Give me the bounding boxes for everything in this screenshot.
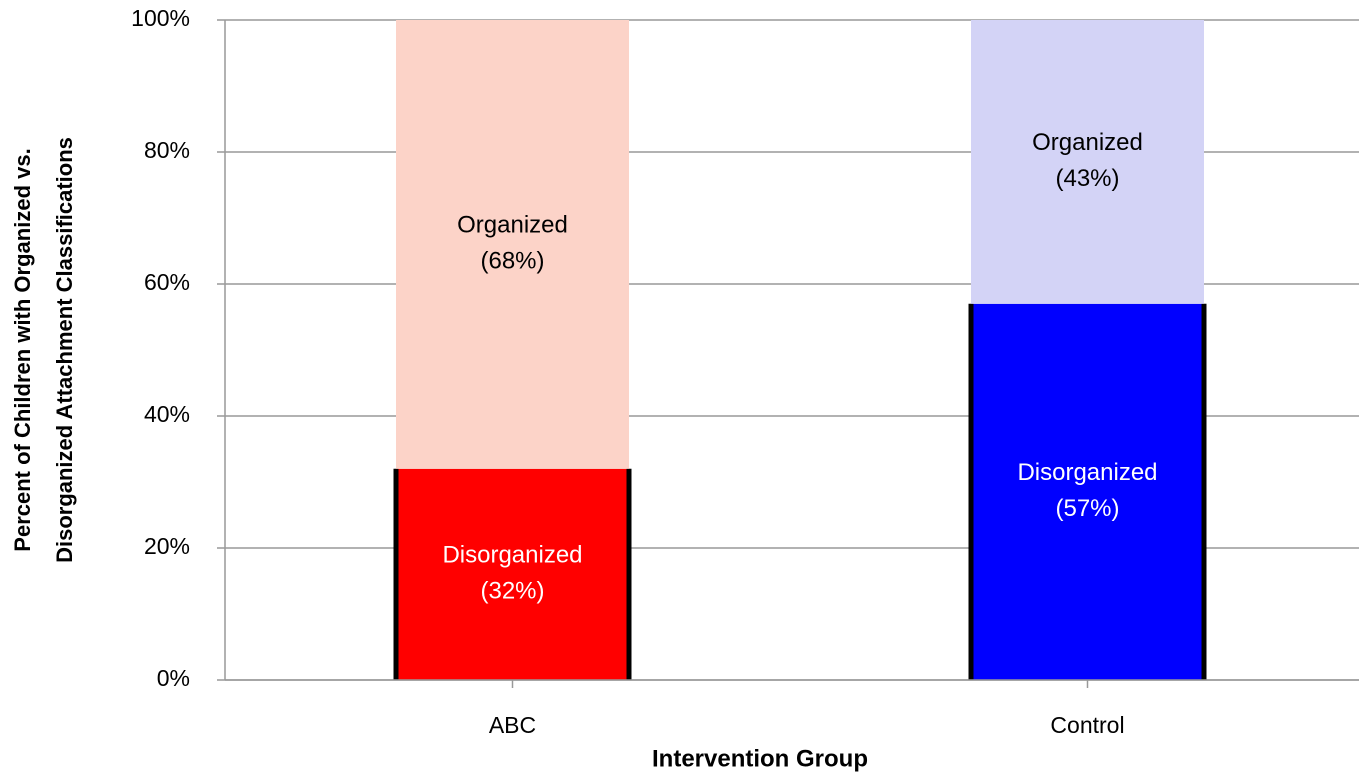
y-tick-label: 20% [144,533,190,559]
x-axis-label: Intervention Group [652,745,868,772]
y-tick-label: 60% [144,269,190,295]
x-tick-label: Control [1050,712,1124,738]
y-tick-label: 40% [144,401,190,427]
segment-name: Organized [1032,129,1143,156]
bar-segment [396,468,629,680]
y-axis-label: Disorganized Attachment Classifications [52,137,77,563]
data-label: (32%) [480,578,544,605]
segment-name: Disorganized [442,542,582,569]
bar-segment [396,20,629,469]
data-label: (68%) [480,248,544,275]
y-tick-label: 80% [144,137,190,163]
bar-segment [971,303,1204,680]
y-tick-label: 100% [131,5,190,31]
bar-segment [971,20,1204,304]
segment-name: Organized [457,212,568,239]
data-label: (43%) [1055,165,1119,192]
data-label: (57%) [1055,495,1119,522]
segment-name: Disorganized [1017,459,1157,486]
y-tick-label: 0% [157,665,190,691]
y-axis-label: Percent of Children with Organized vs. [10,148,35,551]
x-tick-label: ABC [489,712,536,738]
